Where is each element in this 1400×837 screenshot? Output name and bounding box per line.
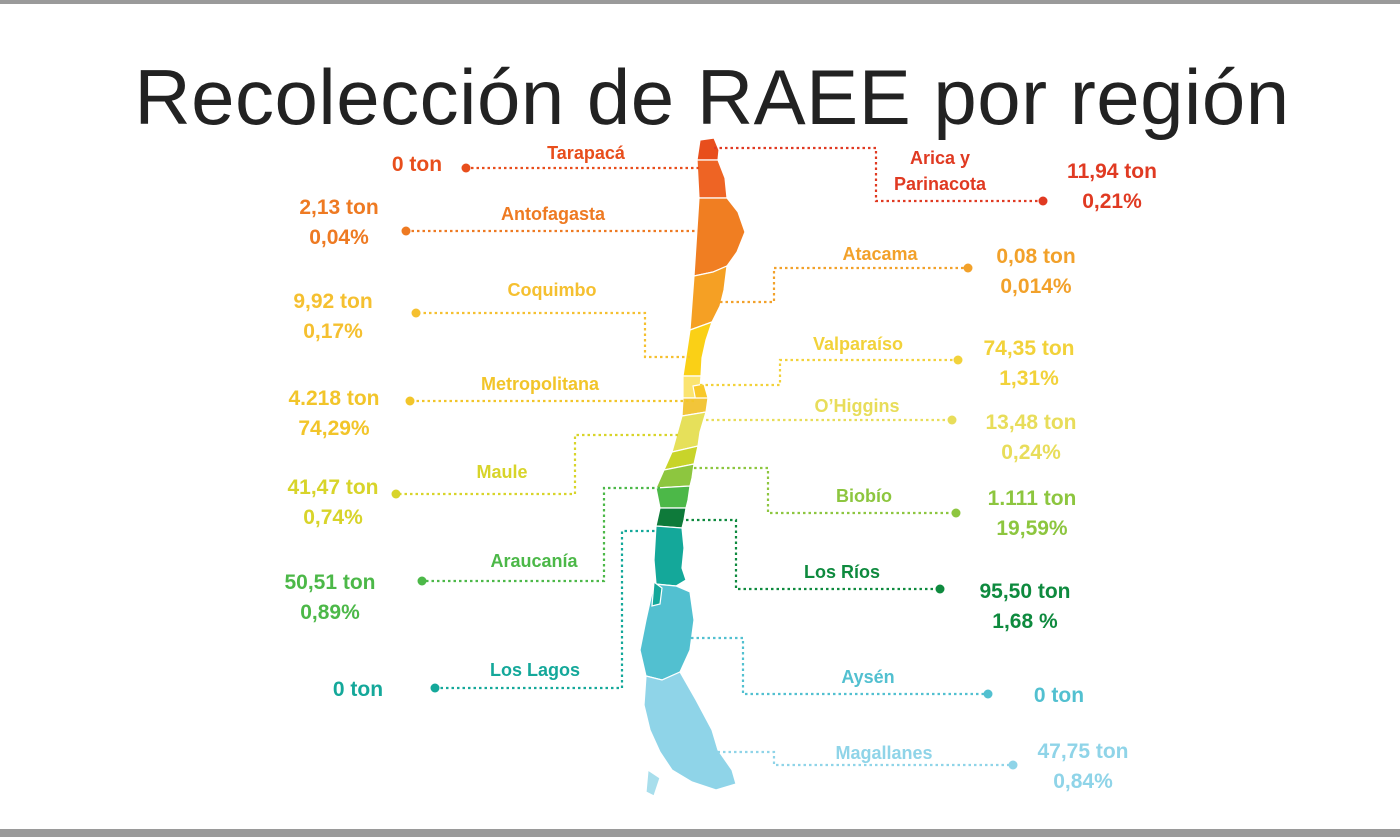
dot-ohiggins	[947, 415, 957, 425]
leader-atacama	[720, 266, 968, 304]
region-labels: Tarapacá Arica y Parinacota Antofagasta …	[476, 143, 987, 763]
region-losrios-shape	[655, 507, 687, 529]
amount-atacama: 0,08 ton	[996, 245, 1075, 268]
amount-coquimbo: 9,92 ton	[293, 290, 372, 313]
percent-valparaiso: 1,31%	[999, 367, 1059, 390]
label-metropolitana: Metropolitana	[481, 374, 600, 394]
leader-aysen	[680, 636, 988, 696]
top-border	[0, 0, 1400, 4]
dot-metropolitana	[405, 396, 415, 406]
dot-araucania	[417, 576, 427, 586]
dot-antofagasta	[401, 226, 411, 236]
label-maule: Maule	[476, 462, 527, 482]
leader-loslagos	[435, 529, 660, 690]
leader-losrios	[686, 518, 940, 591]
leader-dots	[391, 163, 1048, 770]
amount-metropolitana: 4.218 ton	[288, 387, 379, 410]
leader-arica	[714, 146, 1043, 203]
leader-valparaiso	[700, 358, 958, 387]
chile-map	[639, 137, 746, 797]
dot-loslagos	[430, 683, 440, 693]
label-tarapaca: Tarapacá	[547, 143, 626, 163]
region-loslagos-shape	[653, 525, 687, 587]
dot-aysen	[983, 689, 993, 699]
dot-arica	[1038, 196, 1048, 206]
region-atacama-shape	[689, 265, 728, 331]
amount-araucania: 50,51 ton	[284, 571, 375, 594]
amount-aysen: 0 ton	[1034, 684, 1084, 707]
label-valparaiso: Valparaíso	[813, 334, 903, 354]
amount-tarapaca: 0 ton	[392, 153, 442, 176]
percent-arica: 0,21%	[1082, 190, 1142, 213]
label-antofagasta: Antofagasta	[501, 204, 606, 224]
region-aysen-shape	[639, 583, 695, 681]
percent-ohiggins: 0,24%	[1001, 441, 1061, 464]
percent-losrios: 1,68 %	[992, 610, 1058, 633]
dot-maule	[391, 489, 401, 499]
region-arica-shape	[696, 137, 720, 161]
percent-antofagasta: 0,04%	[309, 226, 369, 249]
label-magallanes: Magallanes	[835, 743, 932, 763]
page-title: Recolección de RAEE por región	[134, 53, 1290, 141]
dot-magallanes	[1008, 760, 1018, 770]
region-maule-shape	[671, 411, 707, 453]
region-antofagasta-shape	[693, 197, 746, 277]
amount-magallanes: 47,75 ton	[1037, 740, 1128, 763]
amount-arica: 11,94 ton	[1067, 160, 1157, 183]
leader-coquimbo	[416, 311, 690, 359]
label-arica-line2: Parinacota	[894, 174, 987, 194]
region-magallanes-shape	[643, 671, 737, 791]
dot-valparaiso	[953, 355, 963, 365]
value-labels: 0 ton 11,94 ton 0,21% 2,13 ton 0,04% 0,0…	[284, 153, 1156, 793]
region-coquimbo-shape	[682, 321, 713, 377]
percent-atacama: 0,014%	[1000, 275, 1072, 298]
amount-maule: 41,47 ton	[287, 476, 378, 499]
label-coquimbo: Coquimbo	[508, 280, 597, 300]
percent-maule: 0,74%	[303, 506, 363, 529]
region-biobio-shape	[655, 463, 695, 489]
label-loslagos: Los Lagos	[490, 660, 580, 680]
leader-magallanes	[712, 750, 1013, 767]
percent-metropolitana: 74,29%	[298, 417, 370, 440]
percent-biobio: 19,59%	[996, 517, 1068, 540]
leader-maule	[396, 433, 678, 496]
amount-valparaiso: 74,35 ton	[983, 337, 1074, 360]
island-chiloe-shape	[651, 580, 663, 607]
leader-biobio	[694, 466, 956, 515]
amount-antofagasta: 2,13 ton	[299, 196, 378, 219]
label-ohiggins: O’Higgins	[815, 396, 900, 416]
dot-losrios	[935, 584, 945, 594]
leader-araucania	[422, 486, 660, 583]
bottom-border	[0, 829, 1400, 837]
percent-araucania: 0,89%	[300, 601, 360, 624]
label-atacama: Atacama	[842, 244, 918, 264]
dot-tarapaca	[461, 163, 471, 173]
label-biobio: Biobío	[836, 486, 892, 506]
amount-biobio: 1.111 ton	[988, 487, 1077, 510]
percent-coquimbo: 0,17%	[303, 320, 363, 343]
amount-ohiggins: 13,48 ton	[985, 411, 1076, 434]
label-losrios: Los Ríos	[804, 562, 880, 582]
label-aysen: Aysén	[841, 667, 894, 687]
label-arica-line1: Arica y	[910, 148, 970, 168]
label-araucania: Araucanía	[490, 551, 578, 571]
amount-loslagos: 0 ton	[333, 678, 383, 701]
region-araucania-shape	[655, 485, 691, 509]
region-tarapaca-shape	[696, 159, 728, 199]
leader-lines	[396, 146, 1043, 767]
island-southern-shape	[645, 768, 661, 797]
amount-losrios: 95,50 ton	[979, 580, 1070, 603]
dot-biobio	[951, 508, 961, 518]
dot-atacama	[963, 263, 973, 273]
dot-coquimbo	[411, 308, 421, 318]
percent-magallanes: 0,84%	[1053, 770, 1113, 793]
